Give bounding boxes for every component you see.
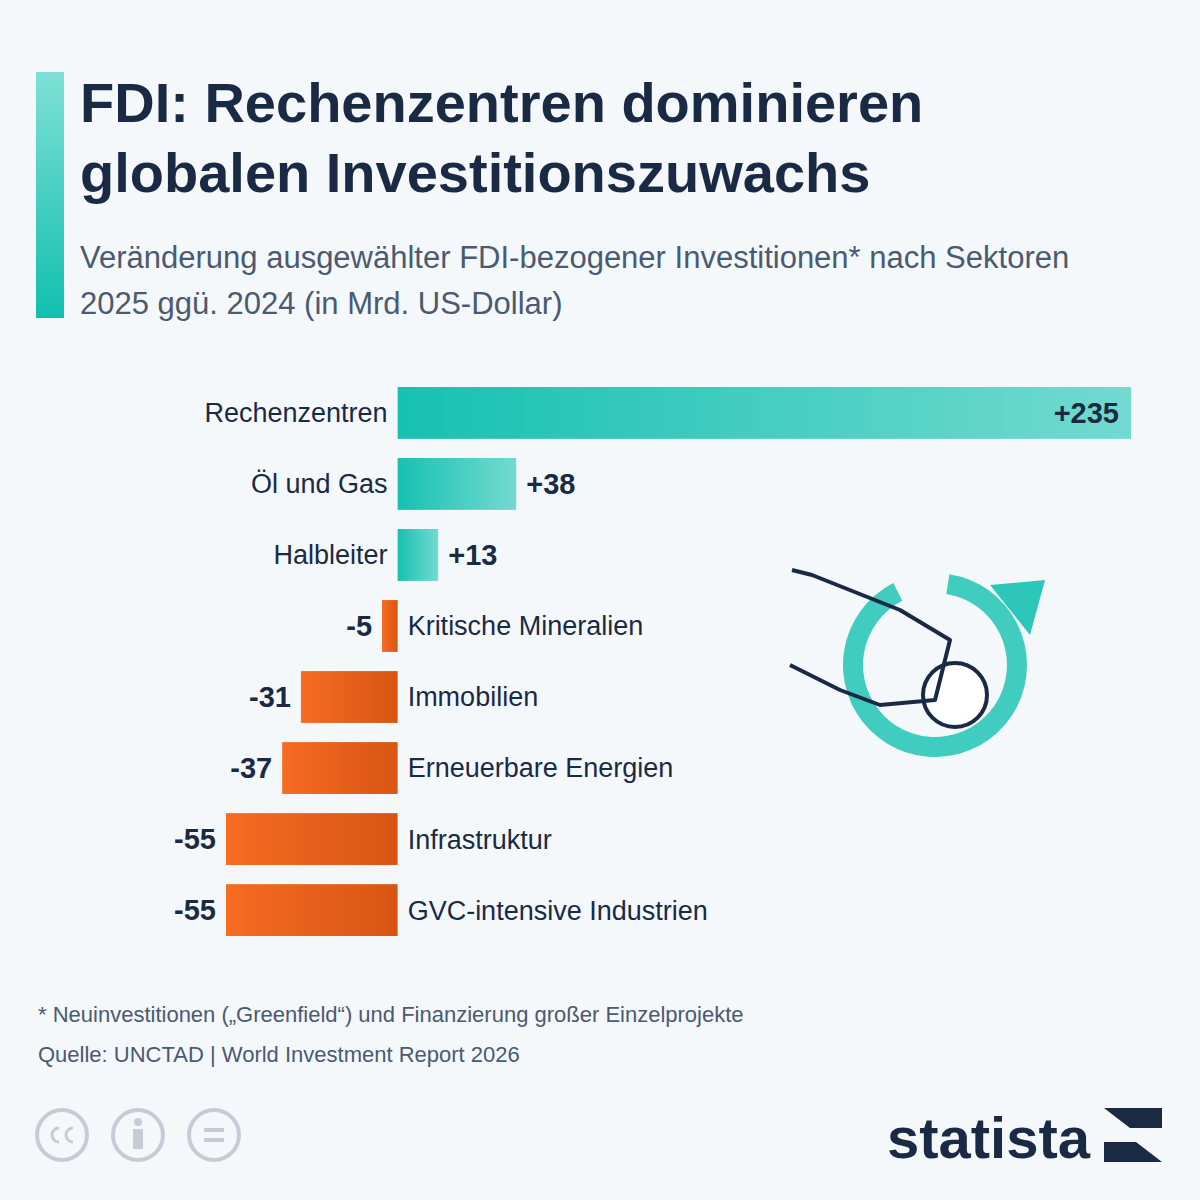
license-icons	[37, 1110, 239, 1160]
chart: FDI: Rechenzentren dominierenglobalen In…	[0, 0, 1200, 1200]
bar	[282, 742, 397, 794]
brand-logo	[1104, 1108, 1162, 1162]
footnote: * Neuinvestitionen („Greenfield“) und Fi…	[38, 1002, 744, 1027]
license-icon-part	[204, 1128, 224, 1132]
bars	[226, 387, 1131, 936]
license-icon	[37, 1110, 87, 1160]
category-label: Kritische Mineralien	[408, 611, 644, 641]
arrow-arc	[843, 574, 1027, 757]
accent-bar	[36, 72, 64, 318]
category-label: GVC-intensive Industrien	[408, 896, 708, 926]
bar	[382, 600, 398, 652]
category-label: Halbleiter	[274, 540, 388, 570]
license-icon-part	[204, 1138, 224, 1142]
title: FDI: Rechenzentren dominierenglobalen In…	[80, 71, 923, 204]
value-label: -5	[346, 610, 372, 642]
value-label: -55	[174, 894, 216, 926]
category-label: Infrastruktur	[408, 825, 552, 855]
bar	[398, 529, 439, 581]
bar	[226, 813, 398, 865]
license-icon	[113, 1110, 163, 1160]
category-label: Öl und Gas	[251, 469, 388, 499]
category-label: Rechenzentren	[205, 398, 388, 428]
source: Quelle: UNCTAD | World Investment Report…	[38, 1042, 520, 1067]
bar	[398, 458, 517, 510]
bar	[398, 387, 1131, 439]
value-label: -37	[230, 752, 272, 784]
value-label: +38	[526, 468, 575, 500]
illustration	[790, 570, 1045, 757]
value-label: +235	[1054, 397, 1119, 429]
license-icon	[189, 1110, 239, 1160]
background	[0, 0, 1200, 1200]
arrow-head	[990, 580, 1045, 635]
value-label: +13	[448, 539, 497, 571]
license-icon-part	[52, 1128, 73, 1142]
bar	[226, 884, 398, 936]
category-label: Immobilien	[408, 682, 539, 712]
license-icon-part	[134, 1118, 142, 1126]
value-label: -55	[174, 823, 216, 855]
brand: statista	[887, 1105, 1091, 1170]
value-label: -31	[249, 681, 291, 713]
subtitle: Veränderung ausgewählter FDI-bezogener I…	[80, 240, 1069, 321]
category-label: Erneuerbare Energien	[408, 753, 674, 783]
license-icon-part	[133, 1129, 143, 1149]
coin	[923, 663, 987, 727]
bar	[301, 671, 398, 723]
labels: Rechenzentren +235 Öl und Gas +38 Halbleiter…	[174, 397, 1119, 926]
hand	[790, 570, 950, 705]
